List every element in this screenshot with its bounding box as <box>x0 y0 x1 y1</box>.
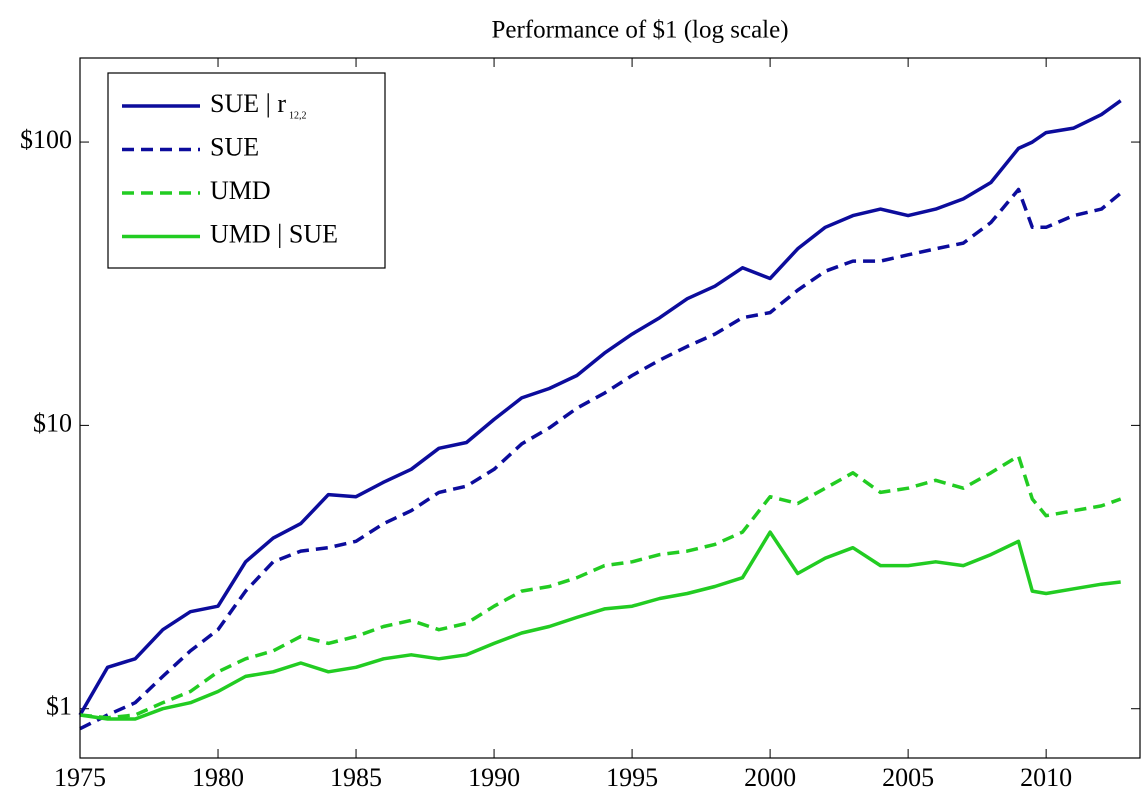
legend-label: UMD | SUE <box>210 219 338 248</box>
x-tick-label: 2000 <box>744 763 796 792</box>
x-tick-label: 2010 <box>1020 763 1072 792</box>
y-tick-label: $1 <box>46 692 72 721</box>
series-line <box>79 187 1122 731</box>
y-tick-label: $100 <box>20 125 72 154</box>
series-line <box>79 530 1121 721</box>
x-tick-label: 1985 <box>330 763 382 792</box>
series-line <box>78 99 1122 716</box>
legend-subscript: 12,2 <box>289 110 307 121</box>
x-tick-label: 2005 <box>882 763 934 792</box>
y-tick-label: $10 <box>33 408 72 437</box>
x-tick-label: 1975 <box>54 763 106 792</box>
x-tick-label: 1995 <box>606 763 658 792</box>
chart-title: Performance of $1 (log scale) <box>491 17 788 44</box>
x-tick-label: 1980 <box>192 763 244 792</box>
legend-label: UMD <box>210 176 271 205</box>
legend: SUE | r 12,2 SUE UMD UMD | SUE <box>107 72 386 269</box>
plot-frame <box>79 57 1141 759</box>
series-line <box>79 454 1122 720</box>
legend-label: SUE | r <box>210 89 286 118</box>
legend-label: SUE <box>210 132 259 161</box>
x-tick-label: 1990 <box>468 763 520 792</box>
